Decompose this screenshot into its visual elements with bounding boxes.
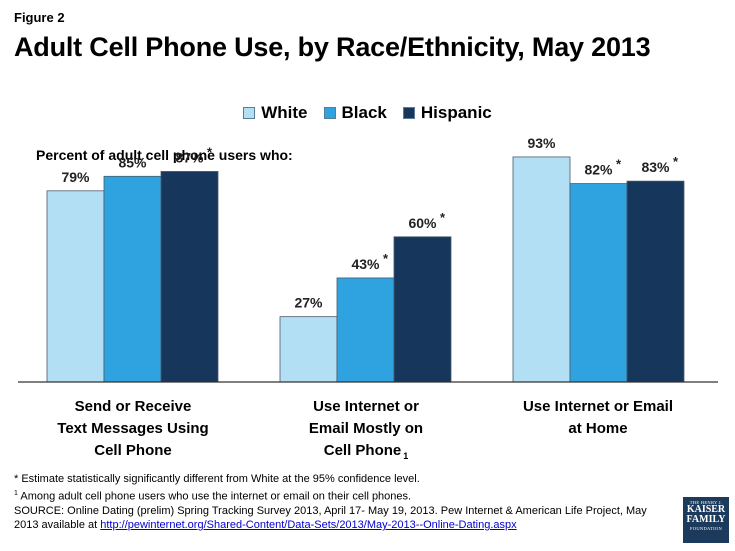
data-label: 87% [175,149,204,165]
footnote-1: 1 Among adult cell phone users who use t… [14,487,664,504]
legend-label-hispanic: Hispanic [420,103,492,122]
source-link[interactable]: http://pewinternet.org/Shared-Content/Da… [100,519,517,532]
bar-hispanic-2 [393,236,452,383]
logo-line: FAMILY [686,514,726,525]
data-label: 60% [408,215,437,231]
data-label: 82% [584,162,613,178]
category-label-mobile-internet: Use Internet or Email Mostly on Cell Pho… [266,396,466,467]
significance-note: * Estimate statistically significantly d… [14,473,420,485]
category-label-line: Use Internet or Email [522,398,674,415]
logo-line: FOUNDATION [690,526,722,531]
footnote-1-marker: 1 [14,489,18,497]
legend-label-black: Black [341,103,387,122]
legend: White Black Hispanic [0,103,735,123]
data-label: 27% [294,295,323,311]
legend-item-white: White [243,103,308,123]
legend-label-white: White [261,103,308,122]
category-label-line: Use Internet or [313,398,419,415]
category-label-line: Text Messages Using [57,420,209,437]
bar-white-1 [46,190,105,383]
legend-swatch-black [323,107,336,119]
bar-white-3 [512,156,571,383]
bar-black-2 [336,277,395,383]
significance-marker: * [207,144,213,159]
legend-item-hispanic: Hispanic [402,103,492,123]
source-note: SOURCE: Online Dating (prelim) Spring Tr… [14,504,664,533]
data-label: 79% [61,169,90,185]
bar-hispanic-1 [160,171,219,383]
significance-marker: * [616,157,622,172]
chart-title: Adult Cell Phone Use, by Race/Ethnicity,… [14,32,651,62]
legend-swatch-white [243,107,256,119]
logo-line: KAISER [686,504,726,515]
data-label: 93% [527,135,556,151]
category-label-line: Cell Phone 1 [266,440,466,467]
significance-marker: * [440,210,446,225]
category-label-text: Cell Phone [323,442,402,459]
source-text: SOURCE: Online Dating (prelim) Spring Tr… [14,504,647,532]
footnote-marker: 1 [403,451,409,461]
kff-logo: THE HENRY J. KAISER FAMILY FOUNDATION [683,497,729,543]
figure-label: Figure 2 [14,10,65,25]
data-label: 85% [118,154,147,170]
category-label-line: at Home [568,420,628,437]
category-label-line: Email Mostly on [308,420,424,437]
category-label-line: Send or Receive [74,398,192,415]
legend-item-black: Black [323,103,387,123]
footnotes: * Estimate statistically significantly d… [14,472,664,533]
footnote-1-text: Among adult cell phone users who use the… [17,490,412,503]
legend-swatch-hispanic [402,107,415,119]
chart-subtitle: Percent of adult cell phone users who: [36,147,293,163]
category-label-home-internet: Use Internet or Email at Home [498,396,698,440]
bar-white-2 [279,316,338,383]
bar-hispanic-3 [626,180,685,383]
category-label-texting: Send or Receive Text Messages Using Cell… [33,396,233,462]
bar-chart: 79%85% 87% *27%43% *60% *93%82% * 83% * [18,135,718,383]
significance-marker: * [673,154,679,169]
bar-black-1 [103,175,162,383]
logo-line: THE HENRY J. [689,500,723,505]
data-label: 43% [351,256,380,272]
significance-marker: * [383,251,389,266]
bar-black-3 [569,183,628,383]
category-label-line: Cell Phone [94,442,172,459]
data-label: 83% [641,159,670,175]
